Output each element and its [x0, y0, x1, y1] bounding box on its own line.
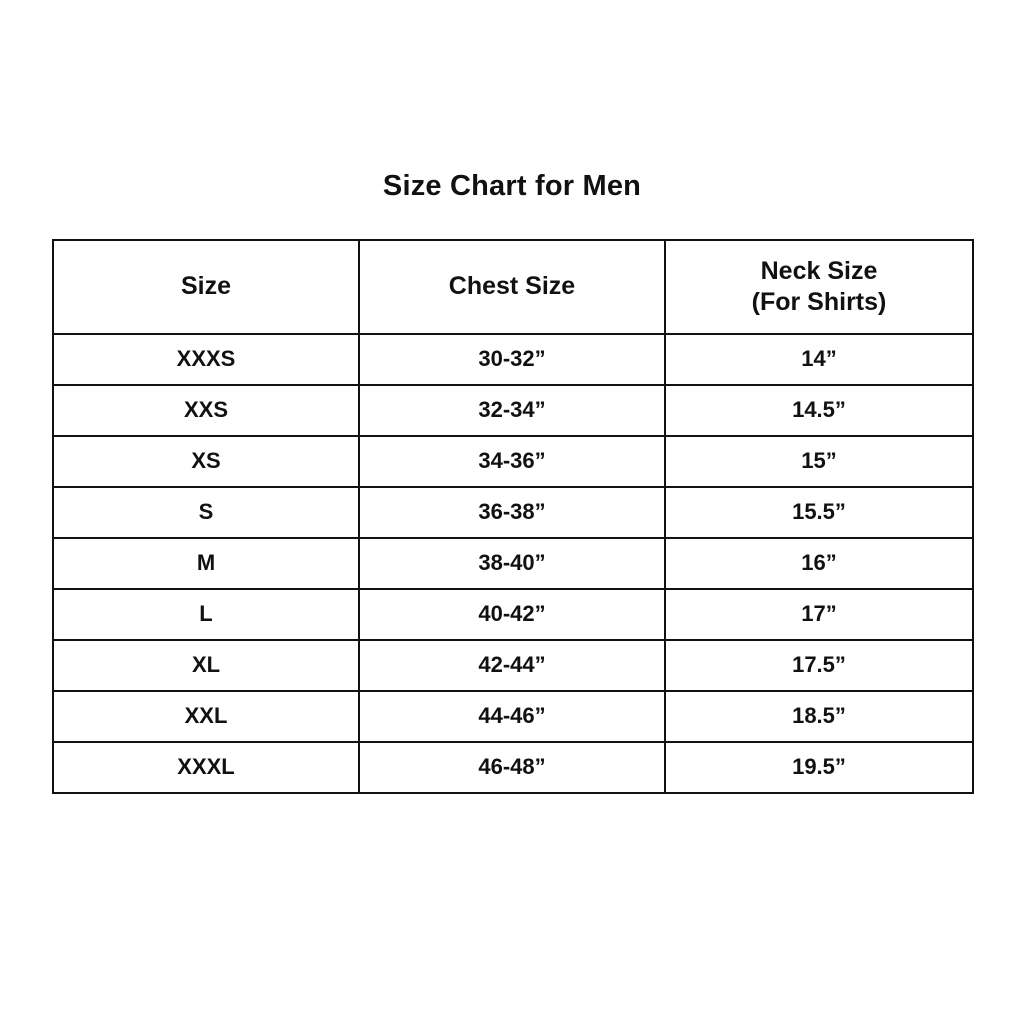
cell-neck-size: 18.5” [664, 690, 974, 743]
table-row: XXL 44-46” 18.5” [52, 690, 974, 743]
table-row: S 36-38” 15.5” [52, 486, 974, 539]
table-body: XXXS 30-32” 14” XXS 32-34” 14.5” XS 34-3… [52, 333, 974, 794]
cell-size: XL [52, 639, 360, 692]
table-header-row: Size Chest Size Neck Size (For Shirts) [52, 239, 974, 335]
cell-size: S [52, 486, 360, 539]
cell-chest-size: 34-36” [358, 435, 666, 488]
cell-size: XXS [52, 384, 360, 437]
table-row: M 38-40” 16” [52, 537, 974, 590]
cell-neck-size: 17” [664, 588, 974, 641]
cell-neck-size: 14” [664, 333, 974, 386]
column-header-neck-size-line1: Neck Size [760, 256, 878, 285]
cell-size: XXXS [52, 333, 360, 386]
table-row: XXXS 30-32” 14” [52, 333, 974, 386]
table-header: Size Chest Size Neck Size (For Shirts) [52, 239, 974, 335]
size-chart-table: Size Chest Size Neck Size (For Shirts) X… [52, 239, 974, 794]
cell-neck-size: 16” [664, 537, 974, 590]
cell-neck-size: 19.5” [664, 741, 974, 794]
cell-neck-size: 17.5” [664, 639, 974, 692]
cell-chest-size: 40-42” [358, 588, 666, 641]
cell-chest-size: 38-40” [358, 537, 666, 590]
table-row: XL 42-44” 17.5” [52, 639, 974, 692]
cell-chest-size: 32-34” [358, 384, 666, 437]
column-header-size: Size [52, 239, 360, 335]
cell-size: M [52, 537, 360, 590]
column-header-neck-size-line2: (For Shirts) [751, 288, 887, 316]
column-header-chest-size: Chest Size [358, 239, 666, 335]
cell-chest-size: 44-46” [358, 690, 666, 743]
cell-size: XS [52, 435, 360, 488]
cell-size: L [52, 588, 360, 641]
table-row: XXS 32-34” 14.5” [52, 384, 974, 437]
table-row: L 40-42” 17” [52, 588, 974, 641]
cell-chest-size: 46-48” [358, 741, 666, 794]
table-row: XXXL 46-48” 19.5” [52, 741, 974, 794]
page-title: Size Chart for Men [382, 170, 642, 202]
cell-neck-size: 15.5” [664, 486, 974, 539]
column-header-neck-size: Neck Size (For Shirts) [664, 239, 974, 335]
cell-chest-size: 42-44” [358, 639, 666, 692]
cell-neck-size: 14.5” [664, 384, 974, 437]
cell-chest-size: 36-38” [358, 486, 666, 539]
cell-size: XXL [52, 690, 360, 743]
cell-chest-size: 30-32” [358, 333, 666, 386]
table-row: XS 34-36” 15” [52, 435, 974, 488]
cell-neck-size: 15” [664, 435, 974, 488]
cell-size: XXXL [52, 741, 360, 794]
